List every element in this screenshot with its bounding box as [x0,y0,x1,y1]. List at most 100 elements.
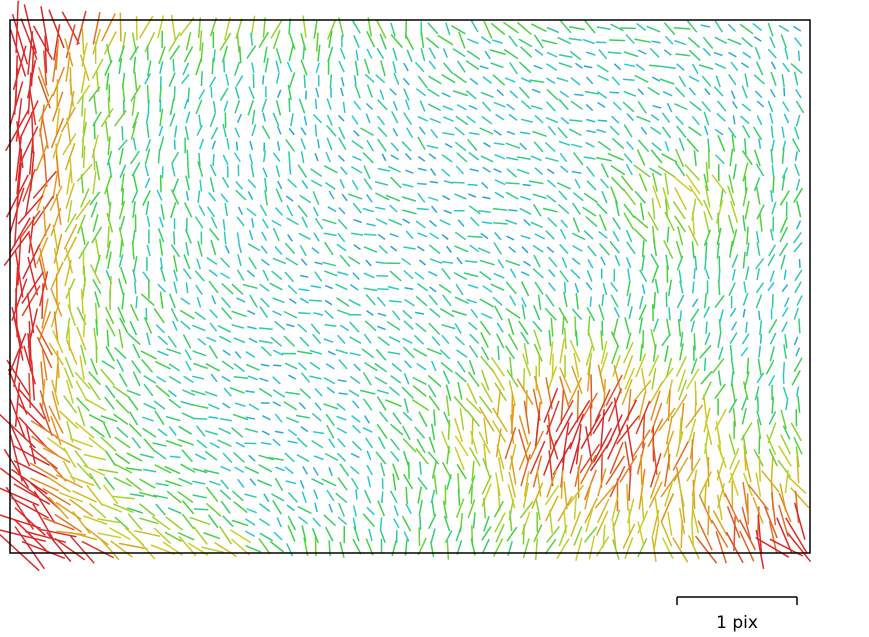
residual-vector [180,400,194,406]
residual-vector [427,88,440,98]
residual-vector [251,109,256,125]
residual-vector [182,389,196,396]
residual-vector [731,254,739,268]
residual-vector [337,271,349,276]
residual-vector [271,270,283,281]
residual-vector [7,368,28,415]
residual-vector [328,503,333,513]
residual-vector [685,368,700,390]
residual-vector [742,292,749,306]
residual-vector [99,502,122,513]
residual-vector [377,99,388,111]
residual-vector [363,272,375,279]
residual-vector [347,193,363,200]
residual-vector [672,537,689,563]
residual-vector [405,486,408,505]
residual-vector [782,425,791,440]
residual-vector [110,540,133,558]
residual-vector [433,409,436,426]
residual-vector [100,436,117,452]
residual-vector [493,168,502,173]
residual-vector [771,201,777,215]
residual-vector [272,257,287,265]
residual-vector [46,437,69,454]
residual-vector [430,423,436,441]
residual-vector [494,512,506,533]
residual-vector [541,39,558,45]
residual-vector [364,320,377,332]
residual-vector [366,139,375,152]
residual-vector [597,140,612,151]
residual-vector [219,335,232,343]
residual-vector [756,100,765,108]
residual-vector [691,241,695,259]
residual-vector [675,356,687,377]
residual-vector [506,103,515,111]
residual-vector [314,152,319,162]
residual-vector [153,527,172,545]
residual-vector [393,518,400,529]
residual-vector [652,238,658,257]
residual-vector [85,398,107,412]
residual-vector [92,148,96,171]
residual-vector [642,413,646,449]
residual-vector [694,391,697,417]
residual-vector [607,51,622,55]
residual-vector [338,359,348,370]
residual-vector [402,337,413,344]
residual-vector [443,209,452,215]
residual-vector [222,515,234,528]
residual-vector [351,440,363,451]
residual-vector [208,280,219,294]
residual-vector [507,484,516,509]
residual-vector [298,98,306,114]
residual-vector [741,150,753,166]
residual-vector [479,298,494,308]
residual-vector [250,32,254,46]
residual-vector [313,312,324,316]
residual-vector [84,526,109,546]
residual-vector [106,212,114,233]
residual-vector [378,245,389,254]
residual-vector [246,508,257,514]
residual-vector [11,307,24,349]
sensor-frame [9,19,811,554]
residual-vector [431,500,436,516]
residual-vector [363,246,378,253]
residual-vector [323,514,337,527]
residual-vector [354,60,359,76]
residual-vector [649,167,663,176]
residual-vector [534,538,539,561]
residual-vector [463,272,479,278]
residual-vector [426,144,439,149]
residual-vector [667,511,673,537]
residual-vector [711,519,729,548]
residual-vector [170,308,179,322]
residual-vector [624,63,635,68]
residual-vector [48,342,64,366]
residual-vector [635,400,651,435]
residual-vector [636,22,647,31]
residual-vector [778,504,789,537]
residual-vector [14,249,24,298]
residual-vector [311,439,324,449]
residual-vector [660,493,675,523]
residual-vector [272,152,281,162]
residual-vector [15,137,22,182]
residual-vector [574,316,577,337]
residual-vector [680,520,684,549]
residual-vector [758,456,761,482]
residual-vector [796,295,803,306]
residual-vector [446,539,450,560]
residual-vector [559,243,569,255]
residual-vector [563,281,567,293]
residual-vector [418,411,428,427]
residual-vector [753,74,765,85]
residual-vector [258,31,270,48]
residual-vector [80,174,84,194]
residual-vector [660,471,680,498]
residual-vector [667,279,673,297]
residual-vector [365,102,374,111]
residual-vector [574,93,584,97]
residual-vector [246,207,257,217]
